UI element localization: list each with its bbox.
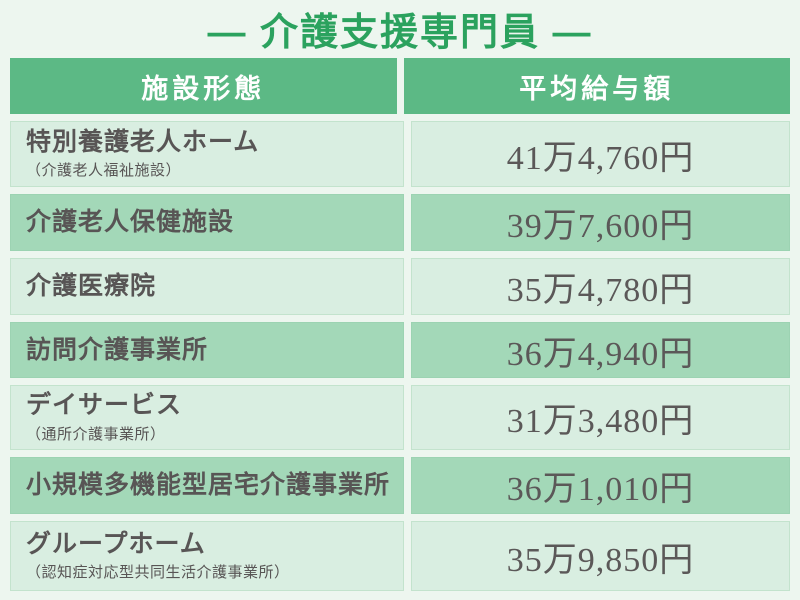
facility-cell: 訪問介護事業所 [10, 322, 404, 378]
salary-value: 41万4,760円 [411, 121, 790, 187]
page-title: — 介護支援専門員 — [207, 12, 593, 54]
column-header-facility: 施設形態 [10, 58, 397, 114]
facility-name: グループホーム [26, 529, 206, 558]
table-header-row: 施設形態 平均給与額 [10, 58, 790, 114]
facility-name: 訪問介護事業所 [26, 335, 209, 364]
facility-name: 小規模多機能型居宅介護事業所 [26, 471, 391, 500]
salary-value: 36万1,010円 [411, 457, 790, 514]
facility-cell: 特別養護老人ホーム （介護老人福祉施設） [10, 121, 404, 187]
facility-cell: デイサービス （通所介護事業所） [10, 385, 404, 450]
table-row: 訪問介護事業所 36万4,940円 [10, 322, 790, 378]
table-row: 小規模多機能型居宅介護事業所 36万1,010円 [10, 457, 790, 514]
salary-value: 31万3,480円 [411, 385, 790, 450]
facility-cell: 介護老人保健施設 [10, 194, 404, 251]
table-row: デイサービス （通所介護事業所） 31万3,480円 [10, 385, 790, 450]
salary-value: 35万9,850円 [411, 521, 790, 591]
salary-value: 36万4,940円 [411, 322, 790, 378]
salary-value: 39万7,600円 [411, 194, 790, 251]
facility-name: デイサービス [26, 391, 183, 420]
table-row: グループホーム （認知症対応型共同生活介護事業所） 35万9,850円 [10, 521, 790, 591]
table-row: 特別養護老人ホーム （介護老人福祉施設） 41万4,760円 [10, 121, 790, 187]
column-header-salary: 平均給与額 [403, 58, 790, 114]
table-row: 介護医療院 35万4,780円 [10, 258, 790, 315]
facility-name: 介護老人保健施設 [26, 208, 235, 237]
facility-cell: 介護医療院 [10, 258, 404, 315]
salary-table: 施設形態 平均給与額 特別養護老人ホーム （介護老人福祉施設） 41万4,760… [10, 58, 790, 591]
facility-note: （通所介護事業所） [26, 425, 166, 443]
facility-cell: グループホーム （認知症対応型共同生活介護事業所） [10, 521, 404, 591]
facility-name: 介護医療院 [26, 272, 157, 301]
salary-value: 35万4,780円 [411, 258, 790, 315]
facility-note: （介護老人福祉施設） [26, 162, 182, 180]
facility-cell: 小規模多機能型居宅介護事業所 [10, 457, 404, 514]
table-row: 介護老人保健施設 39万7,600円 [10, 194, 790, 251]
facility-name: 特別養護老人ホーム [26, 127, 260, 156]
facility-note: （認知症対応型共同生活介護事業所） [26, 564, 290, 582]
